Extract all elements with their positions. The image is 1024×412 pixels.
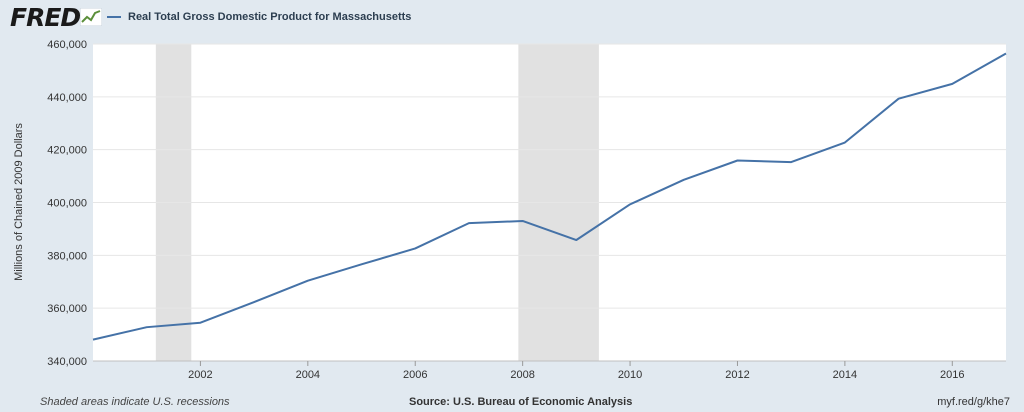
chart-footer: Shaded areas indicate U.S. recessions So… xyxy=(0,393,1024,412)
chart-legend[interactable]: Real Total Gross Domestic Product for Ma… xyxy=(107,11,411,23)
data-point xyxy=(897,97,901,101)
data-point xyxy=(789,160,793,164)
data-point xyxy=(628,202,632,206)
data-point xyxy=(521,219,525,223)
x-tick-label: 2002 xyxy=(188,369,212,381)
data-point xyxy=(413,246,417,250)
chart-header: FRED Real Total Gross Domestic Product f… xyxy=(0,0,1024,40)
legend-swatch xyxy=(107,16,121,18)
data-point xyxy=(91,338,95,342)
legend-label: Real Total Gross Domestic Product for Ma… xyxy=(128,11,412,23)
y-tick-label: 400,000 xyxy=(47,198,87,210)
x-tick-label: 2006 xyxy=(403,369,427,381)
data-point xyxy=(735,158,739,162)
y-tick-label: 360,000 xyxy=(47,303,87,315)
source-text: Source: U.S. Bureau of Economic Analysis xyxy=(409,396,633,408)
data-point xyxy=(682,178,686,182)
fred-logo[interactable]: FRED xyxy=(10,3,81,32)
data-point xyxy=(198,321,202,325)
x-tick-label: 2008 xyxy=(510,369,534,381)
y-tick-label: 340,000 xyxy=(47,356,87,368)
x-tick-label: 2010 xyxy=(618,369,642,381)
data-point xyxy=(467,221,471,225)
data-point xyxy=(360,262,364,266)
short-link[interactable]: myf.red/g/khe7 xyxy=(937,396,1010,408)
data-point xyxy=(252,300,256,304)
y-axis-label: Millions of Chained 2009 Dollars xyxy=(13,123,25,281)
data-point xyxy=(574,238,578,242)
data-point xyxy=(950,82,954,86)
x-tick-label: 2012 xyxy=(725,369,749,381)
y-axis-ticks: 340,000 360,000 380,000 400,000 420,000 440,0… xyxy=(47,39,87,368)
y-tick-label: 380,000 xyxy=(47,250,87,262)
data-point xyxy=(306,279,310,283)
recession-note: Shaded areas indicate U.S. recessions xyxy=(40,396,230,408)
series-line xyxy=(92,52,1007,341)
y-tick-label: 440,000 xyxy=(47,92,87,104)
y-tick-label: 420,000 xyxy=(47,145,87,157)
x-tick-label: 2004 xyxy=(296,369,320,381)
data-point xyxy=(843,141,847,145)
x-tick-label: 2016 xyxy=(940,369,964,381)
chart-line-icon xyxy=(80,8,102,26)
x-tick-label: 2014 xyxy=(833,369,857,381)
data-point xyxy=(1004,52,1008,56)
x-axis-ticks: 2002 2004 2006 2008 2010 2012 2014 2016 xyxy=(93,360,1006,381)
y-tick-label: 460,000 xyxy=(47,39,87,51)
data-series xyxy=(91,52,1008,342)
data-point xyxy=(145,325,149,329)
